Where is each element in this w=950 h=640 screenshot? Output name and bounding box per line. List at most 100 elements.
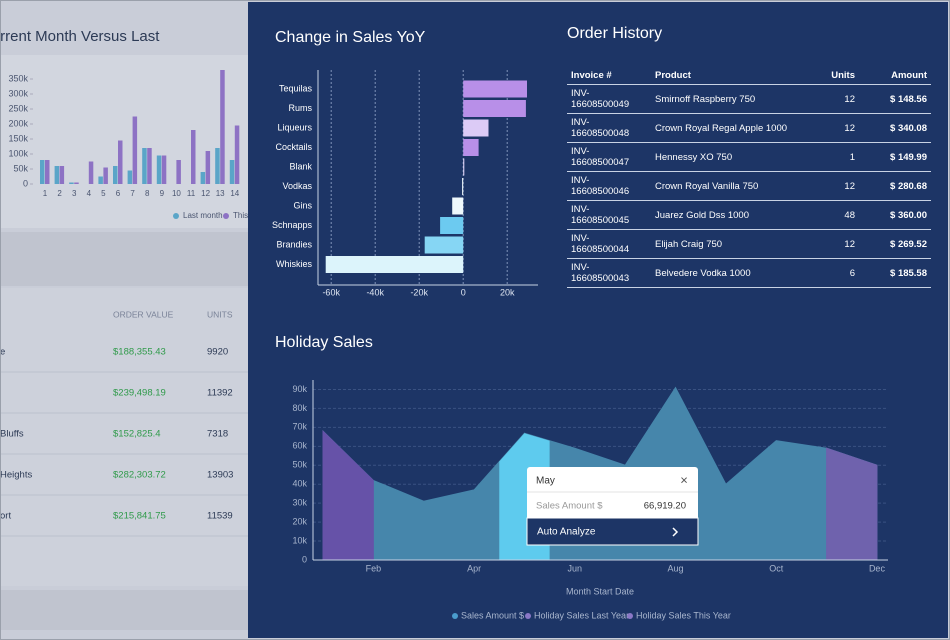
column-header: Units bbox=[809, 66, 859, 85]
y-tick-label: 40k bbox=[292, 479, 307, 489]
action-button[interactable] bbox=[526, 517, 699, 546]
units: 11392 bbox=[207, 388, 233, 399]
category-label: Brandies bbox=[276, 239, 312, 249]
table-row: INV-16608500046 Crown Royal Vanilla 750 12… bbox=[567, 171, 931, 201]
y-tick-label: 90k bbox=[292, 384, 307, 394]
bar bbox=[98, 176, 103, 184]
bar bbox=[452, 197, 464, 215]
bar bbox=[88, 161, 94, 184]
y-tick-label: 10k bbox=[292, 535, 307, 545]
column-header: UNITS bbox=[207, 309, 233, 319]
x-tick-label: 14 bbox=[230, 189, 239, 198]
bar bbox=[462, 178, 464, 195]
bar bbox=[200, 172, 206, 184]
column-header: Product bbox=[651, 66, 809, 85]
order-value: $215,841.75 bbox=[113, 511, 166, 522]
x-tick-label: 9 bbox=[160, 189, 165, 198]
chart-title: Change in Sales YoY bbox=[275, 29, 426, 46]
table-cell: Crown Royal Vanilla 750 bbox=[651, 171, 809, 201]
bar bbox=[463, 100, 526, 117]
bar bbox=[69, 182, 74, 184]
legend-swatch bbox=[525, 613, 531, 619]
order-table: Invoice # Product Units Amount INV-16608500… bbox=[567, 66, 931, 288]
bar bbox=[205, 151, 211, 184]
action-label[interactable]: Auto Analyze bbox=[537, 527, 596, 538]
table-cell: INV-16608500049 bbox=[567, 84, 651, 114]
y-tick-label: 70k bbox=[292, 422, 307, 432]
legend-swatch bbox=[452, 613, 458, 619]
category-label: Cocktails bbox=[275, 142, 312, 152]
x-tick-label: -20k bbox=[410, 287, 428, 297]
table-cell: Smirnoff Raspberry 750 bbox=[651, 84, 809, 114]
close-button[interactable]: × bbox=[680, 472, 688, 487]
row-name: ort bbox=[0, 511, 11, 522]
table-cell: INV-16608500043 bbox=[567, 258, 651, 288]
table-row: INV-16608500047 Hennessy XO 750 1 $ 149.99 bbox=[567, 142, 931, 172]
row-name: Bluffs bbox=[0, 429, 24, 440]
table-cell: $ 269.52 bbox=[859, 229, 931, 259]
x-tick-label: Aug bbox=[668, 563, 684, 573]
bar bbox=[463, 119, 489, 137]
chevron[interactable] bbox=[672, 527, 679, 537]
table-cell: INV-16608500046 bbox=[567, 171, 651, 201]
bar bbox=[215, 148, 220, 184]
bar bbox=[424, 236, 464, 254]
background-card bbox=[0, 55, 250, 228]
table-cell: INV-16608500047 bbox=[567, 142, 651, 172]
x-tick-label: 13 bbox=[216, 189, 225, 198]
bar bbox=[161, 155, 167, 184]
order-value: $239,498.19 bbox=[113, 388, 166, 399]
bar bbox=[463, 139, 479, 156]
category-label: Vodkas bbox=[282, 181, 312, 191]
bar bbox=[74, 182, 79, 184]
x-tick-label: Feb bbox=[366, 563, 382, 573]
units: 11539 bbox=[207, 511, 233, 522]
x-tick-label: 0 bbox=[461, 287, 466, 297]
column-header: Invoice # bbox=[567, 66, 651, 85]
table-cell: $ 149.99 bbox=[859, 142, 931, 172]
bar bbox=[127, 170, 133, 184]
tooltip-label: Sales Amount $ bbox=[536, 501, 603, 512]
background-band bbox=[0, 232, 250, 286]
bar bbox=[132, 116, 138, 184]
legend-label: Sales Amount $ bbox=[461, 610, 524, 620]
bar bbox=[440, 217, 464, 234]
legend-swatch bbox=[173, 213, 179, 219]
y-tick-label: 50k bbox=[292, 460, 307, 470]
tooltip-value: 66,919.20 bbox=[644, 501, 686, 512]
bar bbox=[234, 125, 240, 184]
y-tick-label: 30k bbox=[292, 498, 307, 508]
bar bbox=[176, 160, 181, 184]
y-tick-label: 0 bbox=[23, 178, 28, 188]
x-tick-label: 20k bbox=[500, 287, 515, 297]
x-tick-label: 2 bbox=[57, 189, 62, 198]
x-tick-label: Jun bbox=[568, 563, 583, 573]
header-row: Invoice # Product Units Amount bbox=[567, 66, 931, 85]
chart-title: Holiday Sales bbox=[275, 334, 373, 351]
category-label: Gins bbox=[293, 200, 312, 210]
table-cell: 6 bbox=[809, 258, 859, 288]
y-tick-label: 20k bbox=[292, 516, 307, 526]
tooltip-title: May bbox=[536, 476, 555, 487]
y-tick-label: 50k bbox=[13, 163, 28, 173]
y-tick-label: 250k bbox=[8, 103, 28, 113]
bar bbox=[40, 160, 45, 184]
y-tick-label: 80k bbox=[292, 403, 307, 413]
x-axis-label: Month Start Date bbox=[566, 586, 634, 596]
table-cell: 12 bbox=[809, 229, 859, 259]
x-tick-label: Dec bbox=[869, 563, 886, 573]
y-tick-label: 100k bbox=[8, 148, 28, 158]
y-tick-label: 200k bbox=[8, 118, 28, 128]
table-cell: INV-16608500048 bbox=[567, 113, 651, 143]
table-cell: Hennessy XO 750 bbox=[651, 142, 809, 172]
table-title: Order History bbox=[567, 25, 662, 42]
x-tick-label: 3 bbox=[72, 189, 77, 198]
bar bbox=[229, 160, 235, 184]
category-label: Blank bbox=[289, 161, 312, 171]
legend-swatch bbox=[627, 613, 633, 619]
tooltip: May × Sales Amount $ 66,919.20 Auto Anal… bbox=[526, 467, 699, 546]
table-cell: $ 280.68 bbox=[859, 171, 931, 201]
x-tick-label: 5 bbox=[101, 189, 106, 198]
order-value: $152,825.4 bbox=[113, 429, 161, 440]
order-value: $282,303.72 bbox=[113, 470, 166, 481]
